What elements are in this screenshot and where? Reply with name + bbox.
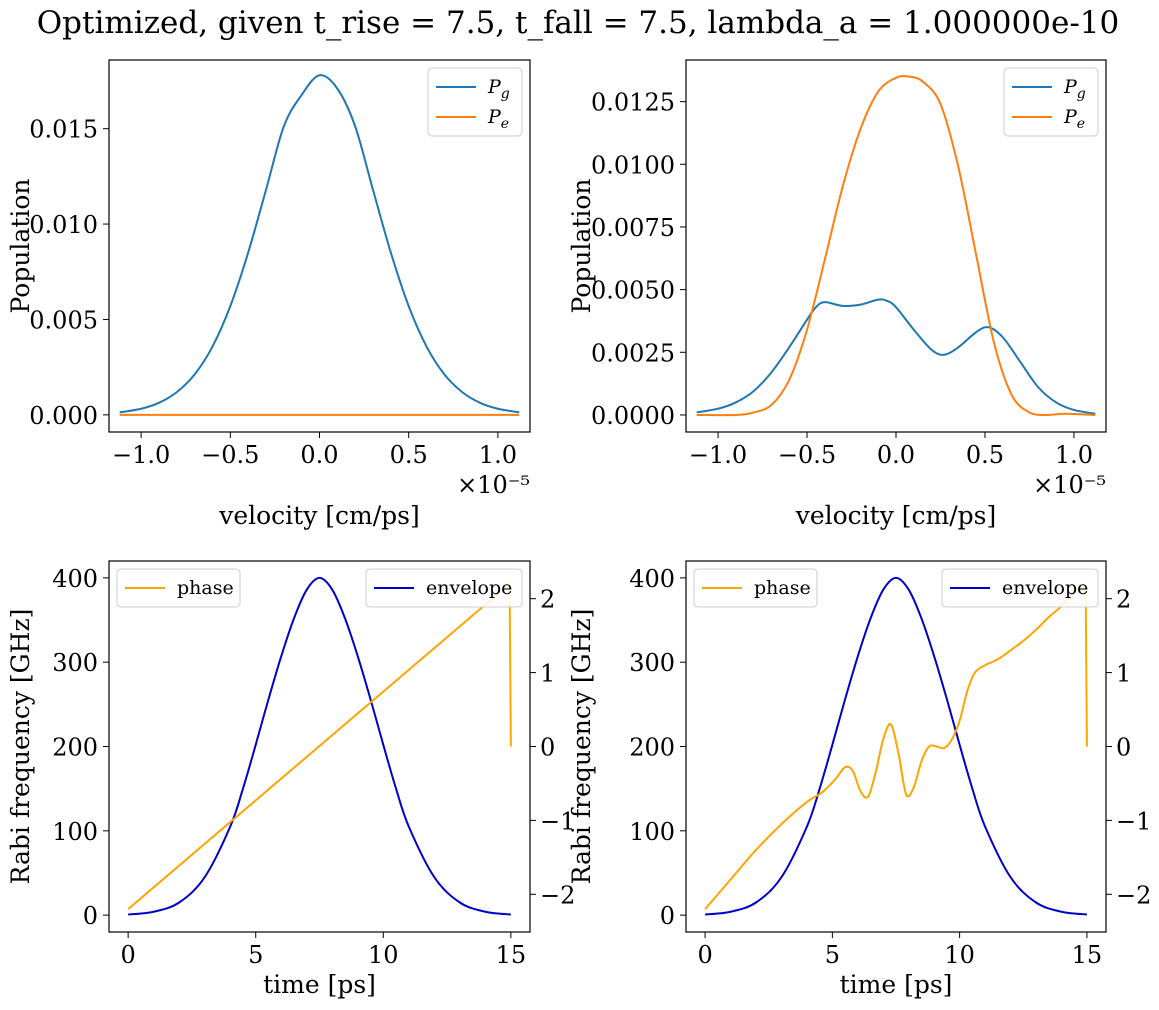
y-tick-label: 200 xyxy=(52,734,98,762)
chart-bottom-left: 0 5 10 15 0 100 200 300 400 −2 −1 0 1 2 time [ps] Rabi … xyxy=(6,560,575,999)
chart-bottom-right: 0 5 10 15 0 100 200 300 400 −2 −1 0 1 2 time [ps] Rabi … xyxy=(567,560,1151,999)
x-tick-label: 15 xyxy=(1072,941,1103,969)
x-offset-text: ×10⁻⁵ xyxy=(457,471,530,499)
legend-label-p-g: Pg xyxy=(1063,76,1086,102)
legend-label-envelope: envelope xyxy=(426,577,512,599)
legend-label-subscript: g xyxy=(501,86,510,102)
y-axis-label: Population xyxy=(6,178,35,313)
x-tick-label: 0.5 xyxy=(966,441,1004,469)
legend-upper-right: envelope xyxy=(941,568,1099,608)
legend-label-main: P xyxy=(1063,106,1078,128)
legend-label-subscript: g xyxy=(1077,86,1086,102)
series-line-envelope xyxy=(704,576,1088,916)
x-tick-label: 1.0 xyxy=(479,441,517,469)
y-tick-label: 100 xyxy=(629,818,675,846)
y-tick-label: 0.0050 xyxy=(591,277,675,305)
legend-frame xyxy=(365,568,523,608)
legend-label-subscript: e xyxy=(501,116,509,132)
legend-frame xyxy=(693,568,818,608)
y-tick-label: 400 xyxy=(629,565,675,593)
y-tick-label: 400 xyxy=(52,565,98,593)
y-tick-label: 0.010 xyxy=(29,211,98,239)
x-tick-label: 0.0 xyxy=(300,441,338,469)
y-tick-label: 300 xyxy=(52,649,98,677)
y2-tick-label: −1 xyxy=(540,807,575,835)
x-axis-label: time [ps] xyxy=(263,970,376,999)
x-tick-label: −1.0 xyxy=(112,441,170,469)
y2-tick-label: −2 xyxy=(1116,881,1151,909)
legend-label-phase: phase xyxy=(754,577,811,599)
x-tick-label: −0.5 xyxy=(778,441,836,469)
x-tick-label: 10 xyxy=(368,941,399,969)
y2-tick-label: 1 xyxy=(540,660,555,688)
y-tick-label: 0.015 xyxy=(29,116,98,144)
x-tick-label: 0.5 xyxy=(390,441,428,469)
series-line-phase xyxy=(704,582,1088,910)
x-tick-label: 15 xyxy=(496,941,527,969)
y-axis-label: Rabi frequency [GHz] xyxy=(6,609,35,885)
y-tick-label: 0.000 xyxy=(29,402,98,430)
legend-label-p-e: Pe xyxy=(1063,106,1085,132)
y2-tick-label: 2 xyxy=(1116,586,1131,614)
y-axis-label: Rabi frequency [GHz] xyxy=(567,609,596,885)
legend-upper-right: envelope xyxy=(365,568,523,608)
legend-label-phase: phase xyxy=(177,577,234,599)
y2-tick-label: 0 xyxy=(1116,734,1131,762)
y-tick-label: 0.0075 xyxy=(591,214,675,242)
y-axis-label: Population xyxy=(567,178,596,313)
y2-tick-label: 0 xyxy=(540,734,555,762)
x-tick-label: 5 xyxy=(248,941,263,969)
y-tick-label: 0.0100 xyxy=(591,151,675,179)
x-tick-label: 10 xyxy=(944,941,975,969)
legend-label-envelope: envelope xyxy=(1002,577,1088,599)
y-tick-label: 0 xyxy=(83,902,98,930)
legend-label-main: P xyxy=(1063,76,1078,98)
legend-frame xyxy=(941,568,1099,608)
y2-tick-label: 1 xyxy=(1116,660,1131,688)
x-tick-label: −0.5 xyxy=(201,441,259,469)
legend-frame xyxy=(116,568,241,608)
series-line-envelope xyxy=(128,576,511,916)
legend-label-p-e: Pe xyxy=(487,106,509,132)
y-tick-label: 0 xyxy=(660,902,675,930)
x-axis-label: time [ps] xyxy=(840,970,953,999)
chart-top-left: −1.0 −0.5 0.0 0.5 1.0 0.000 0.005 0.010 0.015 ×10… xyxy=(6,59,531,530)
x-tick-label: 0 xyxy=(120,941,135,969)
legend-frame xyxy=(1003,67,1099,137)
figure-suptitle: Optimized, given t_rise = 7.5, t_fall = … xyxy=(37,5,1120,41)
legend-upper-left: phase xyxy=(693,568,818,608)
legend-upper-left: phase xyxy=(116,568,241,608)
series-line-p-g xyxy=(119,74,520,414)
y2-tick-label: −1 xyxy=(1116,807,1151,835)
x-offset-text: ×10⁻⁵ xyxy=(1033,471,1106,499)
y-tick-label: 0.005 xyxy=(29,306,98,334)
series-line-phase xyxy=(127,581,512,910)
y-tick-label: 300 xyxy=(629,649,675,677)
x-axis-label: velocity [cm/ps] xyxy=(218,501,420,530)
legend-label-p-g: Pg xyxy=(487,76,510,102)
x-tick-label: 0.0 xyxy=(877,441,915,469)
legend-label-subscript: e xyxy=(1077,116,1085,132)
series-line-p-g xyxy=(696,298,1096,415)
series-line-p-e xyxy=(696,74,1096,417)
y-tick-label: 0.0125 xyxy=(591,89,675,117)
y-tick-label: 100 xyxy=(52,818,98,846)
x-tick-label: 1.0 xyxy=(1055,441,1093,469)
x-tick-label: −1.0 xyxy=(689,441,747,469)
x-axis-label: velocity [cm/ps] xyxy=(795,501,997,530)
legend-label-main: P xyxy=(487,76,502,98)
chart-top-right: −1.0 −0.5 0.0 0.5 1.0 0.0000 0.0025 0.0050 0.007… xyxy=(567,59,1107,530)
y-tick-label: 200 xyxy=(629,734,675,762)
x-tick-label: 5 xyxy=(825,941,840,969)
legend-frame xyxy=(427,67,523,137)
y2-tick-label: 2 xyxy=(540,586,555,614)
x-tick-label: 0 xyxy=(697,941,712,969)
y-tick-label: 0.0000 xyxy=(591,402,675,430)
legend-label-main: P xyxy=(487,106,502,128)
y2-tick-label: −2 xyxy=(540,881,575,909)
y-tick-label: 0.0025 xyxy=(591,339,675,367)
